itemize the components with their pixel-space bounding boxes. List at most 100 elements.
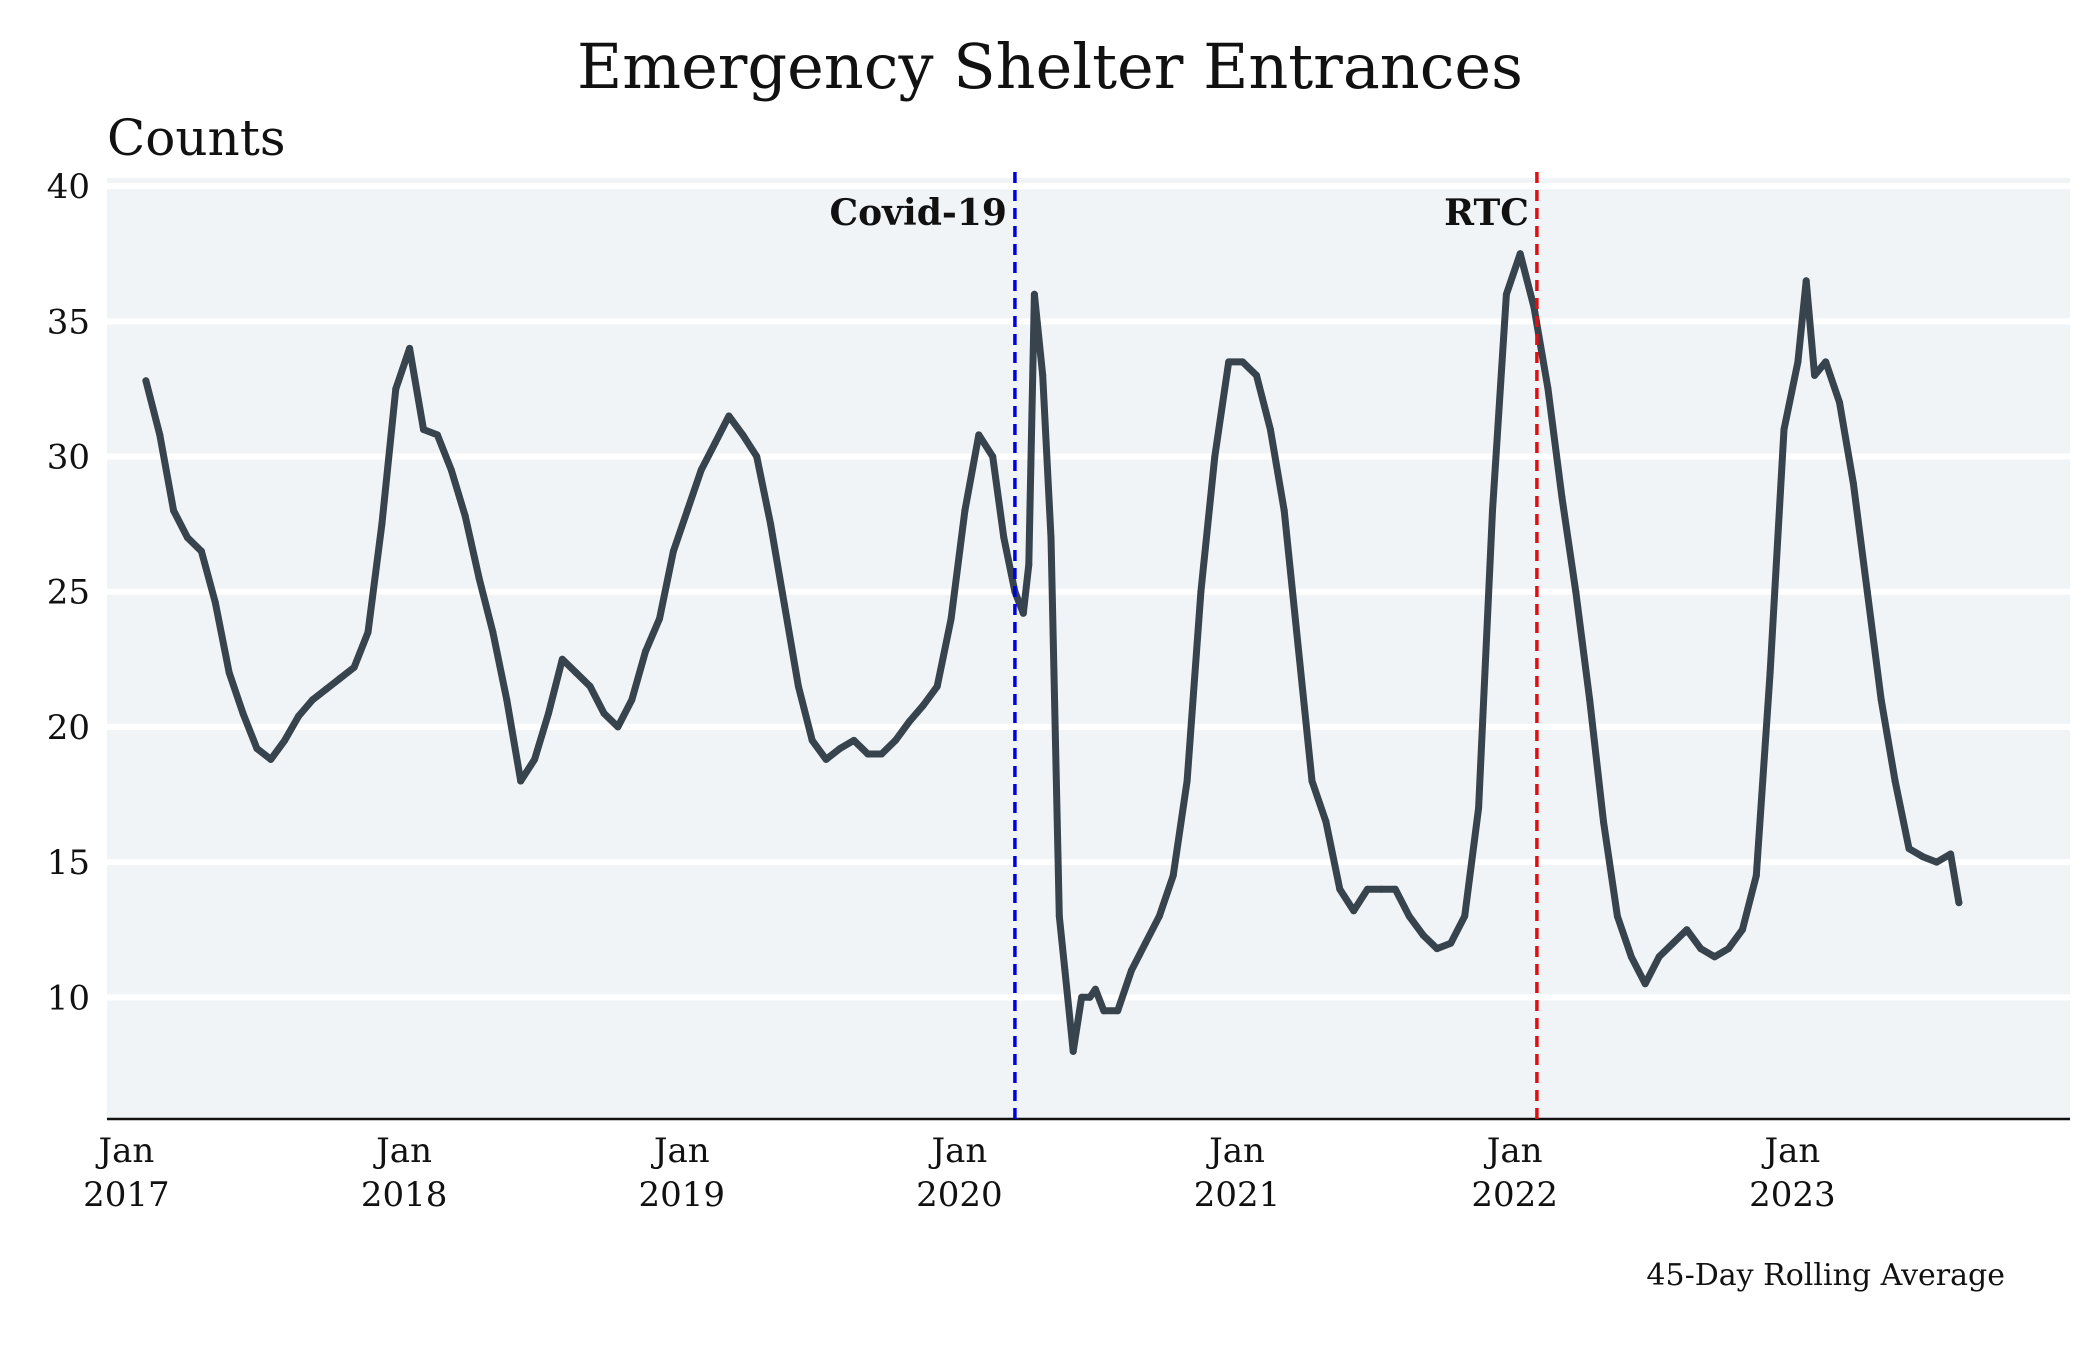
data-point [1086,993,1094,1001]
y-tick-label: 20 [47,708,90,748]
data-point [239,709,247,717]
series-group [142,250,1963,1055]
x-tick-label-month: Jan [928,1131,987,1171]
data-point [1683,926,1691,934]
data-point [1849,480,1857,488]
data-point [989,453,997,460]
data-point [1350,907,1358,915]
data-point [461,512,469,520]
data-point [253,745,261,752]
data-point [1655,953,1663,961]
data-point [767,520,775,528]
data-point [350,663,358,671]
data-point [1738,926,1746,934]
data-point [1558,493,1566,501]
data-point [1811,371,1819,379]
data-point [1891,777,1899,785]
data-point [1155,912,1163,920]
data-point [1613,912,1621,920]
data-point [1600,818,1607,826]
data-point [1489,507,1496,515]
x-tick-label-month: Jan [1206,1131,1265,1171]
data-point [1336,885,1344,893]
data-point [392,385,400,393]
data-point [1225,358,1233,366]
data-point [1391,885,1399,893]
data-point [1377,885,1385,893]
data-point [753,453,761,460]
data-point [1544,385,1552,393]
data-point [267,755,275,763]
data-point [669,547,677,555]
data-point [1711,953,1719,961]
data-point [295,712,303,720]
x-tick-label-year: 2017 [83,1175,170,1215]
data-point [1725,945,1732,953]
y-tick-label: 40 [47,167,90,207]
data-point [600,709,608,717]
data-point [1141,939,1149,947]
data-point [1572,588,1580,596]
data-point [1766,669,1774,677]
y-tick-label: 10 [47,978,90,1018]
data-point [1025,561,1033,569]
data-point [1877,696,1885,704]
data-point [1294,642,1302,650]
x-tick-label-month: Jan [1761,1131,1820,1171]
data-point [656,615,663,623]
data-point [933,682,941,690]
data-point [836,745,844,752]
annotations-group: Covid-19 RTC [829,172,1539,1119]
data-point [1239,358,1247,366]
data-point [1308,777,1316,785]
data-point [572,669,580,677]
data-point [1211,453,1219,460]
data-point [1641,980,1649,988]
data-point [1169,872,1177,880]
data-point [1061,966,1069,974]
data-point [1919,853,1927,861]
data-point [1100,1007,1108,1015]
grid-lines [107,183,2070,1001]
data-point [892,736,899,744]
data-point [1794,358,1802,366]
data-point [878,750,886,758]
data-point [211,599,219,606]
data-point [1780,426,1788,433]
data-point [1905,845,1913,853]
x-tick-label-year: 2021 [1194,1175,1281,1215]
data-point [1947,850,1955,858]
data-point [586,682,594,690]
data-point [406,344,414,352]
data-point [781,601,788,609]
data-point [794,682,802,690]
y-tick-label: 35 [47,302,90,342]
data-point [1822,358,1830,366]
x-tick-label-month: Jan [1484,1131,1543,1171]
data-point [475,574,483,582]
data-point [1114,1007,1122,1015]
annotation-label-1: RTC [1444,192,1529,234]
data-point [1447,939,1455,947]
data-point [420,426,427,433]
data-point [517,777,525,785]
data-point [558,655,566,663]
x-tick-label-year: 2019 [638,1175,725,1215]
data-point [864,750,872,758]
data-point [281,736,289,744]
data-point [1197,588,1205,596]
y-tick-label: 15 [47,843,90,883]
data-point [1802,277,1810,285]
data-point [1364,885,1371,893]
data-point [1863,588,1871,596]
data-point [1322,818,1330,826]
data-point [850,736,858,744]
data-point [1039,371,1047,379]
data-point [1419,931,1427,939]
data-point [1030,290,1038,298]
x-tick-label-month: Jan [651,1131,710,1171]
data-point [614,723,622,731]
x-tick-label-year: 2022 [1471,1175,1558,1215]
